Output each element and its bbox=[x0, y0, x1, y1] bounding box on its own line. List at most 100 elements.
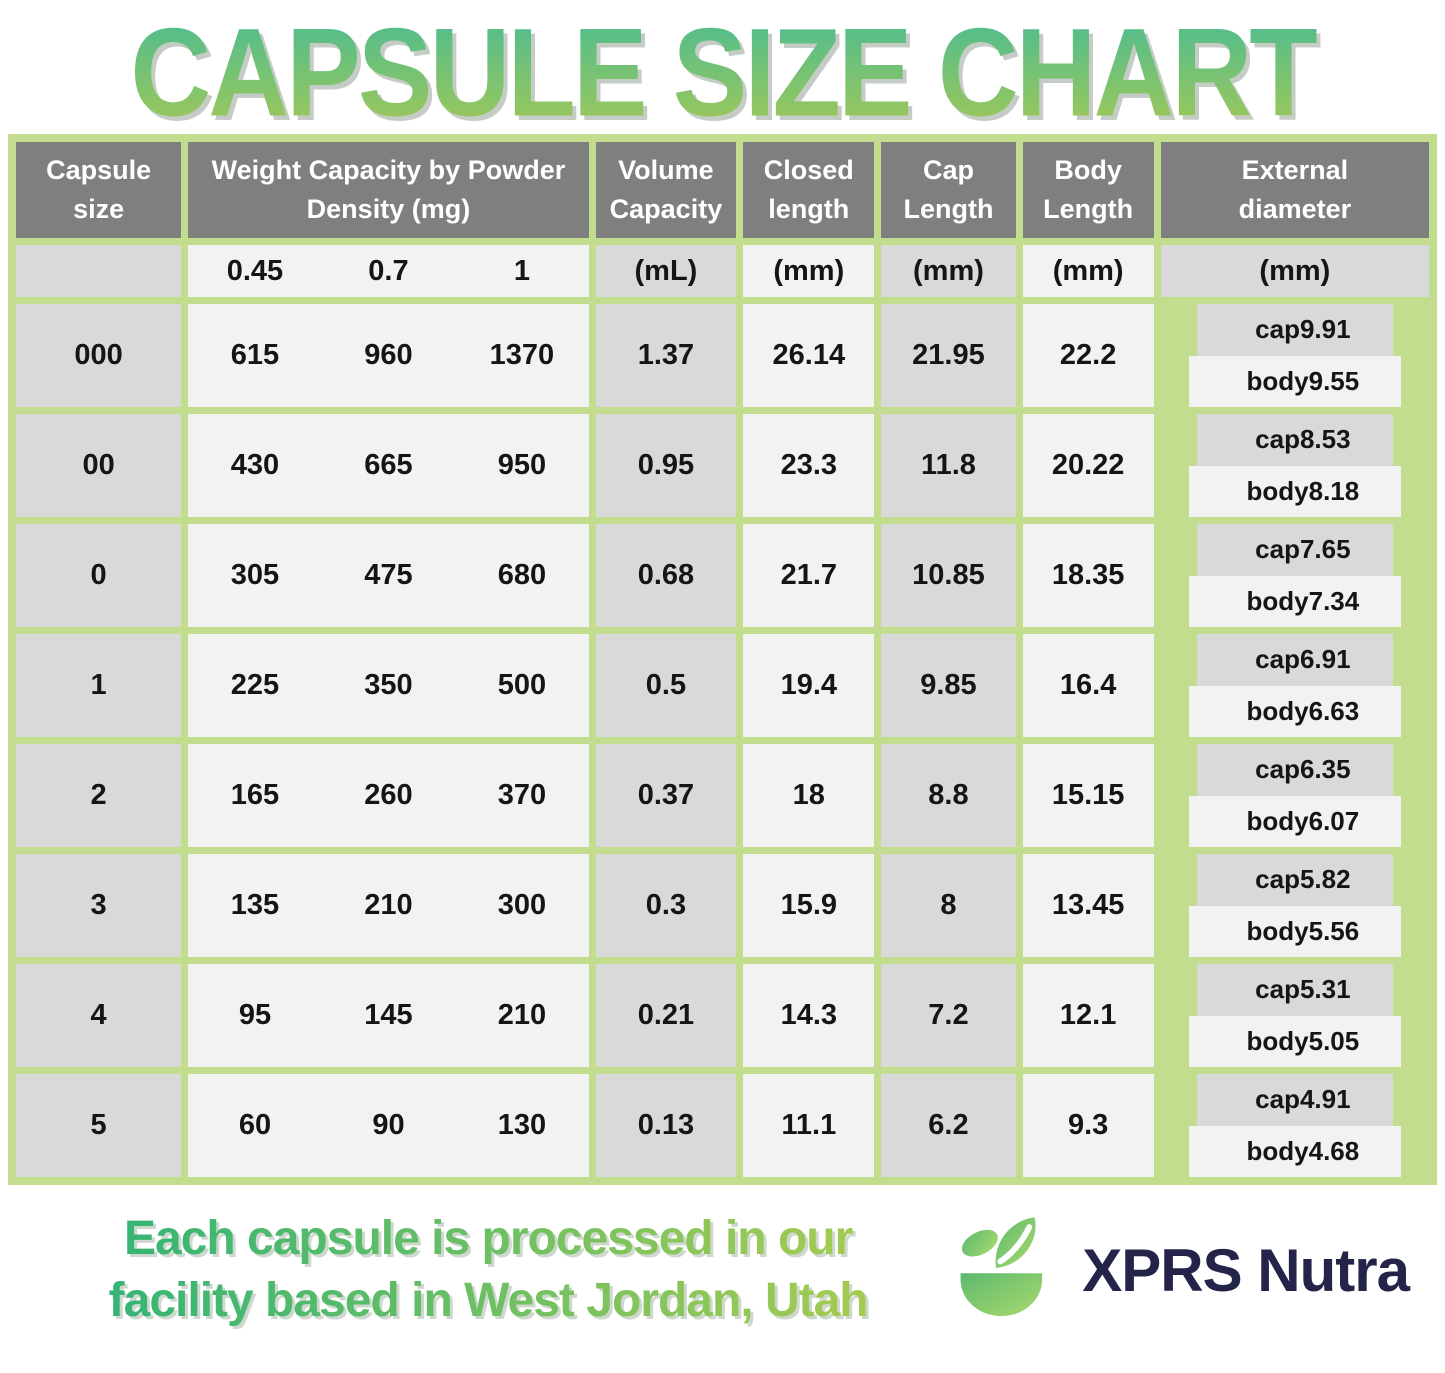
cell-weight-values: 615 960 1370 bbox=[188, 304, 589, 407]
header-weight-capacity: Weight Capacity by Powder Density (mg) bbox=[188, 142, 589, 238]
ext-body-row: body 5.56 bbox=[1188, 905, 1402, 957]
ext-body-value: 6.63 bbox=[1308, 695, 1360, 726]
cell-weight-values: 430 665 950 bbox=[188, 414, 589, 517]
weight-density-1: 210 bbox=[497, 999, 547, 1031]
weight-density-1: 1370 bbox=[489, 339, 555, 371]
tagline-line-2: facility based in West Jordan, Utah bbox=[108, 1274, 868, 1327]
ext-cap-value: 7.65 bbox=[1299, 534, 1351, 565]
ext-body-label: body bbox=[1246, 695, 1309, 726]
cell-volume-capacity: 1.37 bbox=[595, 304, 737, 407]
header-body-length: Body Length bbox=[1022, 142, 1154, 238]
subheader-capsule-size-empty bbox=[16, 245, 182, 297]
weight-density-045: 95 bbox=[238, 999, 272, 1031]
ext-body-label: body bbox=[1246, 805, 1309, 836]
cell-capsule-size: 2 bbox=[16, 744, 182, 847]
weight-density-1: 130 bbox=[497, 1109, 547, 1141]
weight-density-1: 680 bbox=[497, 559, 547, 591]
ext-body-row: body 8.18 bbox=[1188, 465, 1402, 517]
cell-closed-length: 23.3 bbox=[743, 414, 875, 517]
cell-cap-length: 6.2 bbox=[881, 1074, 1016, 1177]
header-cap-length-label: Cap Length bbox=[903, 154, 994, 224]
cell-closed-length: 21.7 bbox=[743, 524, 875, 627]
cell-external-diameter: cap 7.65 body 7.34 bbox=[1161, 524, 1429, 627]
subheader-volume-unit: (mL) bbox=[595, 245, 737, 297]
cell-external-diameter: cap 5.31 body 5.05 bbox=[1161, 964, 1429, 1067]
ext-body-value: 4.68 bbox=[1308, 1135, 1360, 1166]
weight-density-045: 60 bbox=[238, 1109, 272, 1141]
cell-capsule-size: 0 bbox=[16, 524, 182, 627]
cell-closed-length: 18 bbox=[743, 744, 875, 847]
brand-name: XPRS Nutra bbox=[1082, 1236, 1410, 1304]
ext-cap-label: cap bbox=[1255, 534, 1300, 565]
cell-weight-values: 225 350 500 bbox=[188, 634, 589, 737]
cell-capsule-size: 00 bbox=[16, 414, 182, 517]
cell-body-length: 16.4 bbox=[1022, 634, 1154, 737]
cell-cap-length: 8 bbox=[881, 854, 1016, 957]
subheader-body-unit: (mm) bbox=[1022, 245, 1154, 297]
cell-body-length: 13.45 bbox=[1022, 854, 1154, 957]
weight-density-1: 370 bbox=[497, 779, 547, 811]
ext-cap-row: cap 6.35 bbox=[1197, 744, 1393, 796]
header-capsule-size: Capsule size bbox=[16, 142, 182, 238]
cell-cap-length: 10.85 bbox=[881, 524, 1016, 627]
ext-cap-value: 5.82 bbox=[1299, 864, 1351, 895]
header-closed-length: Closed length bbox=[743, 142, 875, 238]
ext-cap-value: 6.35 bbox=[1299, 754, 1351, 785]
ext-cap-label: cap bbox=[1255, 314, 1300, 345]
page-title: CAPSULE SIZE CHART bbox=[0, 9, 1445, 135]
weight-density-1: 950 bbox=[497, 449, 547, 481]
ext-body-label: body bbox=[1246, 365, 1309, 396]
cell-closed-length: 14.3 bbox=[743, 964, 875, 1067]
subheader-external-unit: (mm) bbox=[1160, 245, 1429, 297]
cell-volume-capacity: 0.95 bbox=[595, 414, 737, 517]
weight-density-07: 960 bbox=[364, 339, 413, 371]
cell-external-diameter: cap 9.91 body 9.55 bbox=[1161, 304, 1429, 407]
cell-capsule-size: 4 bbox=[16, 964, 182, 1067]
cell-body-length: 18.35 bbox=[1022, 524, 1154, 627]
cell-capsule-size: 1 bbox=[16, 634, 182, 737]
ext-body-value: 5.56 bbox=[1308, 915, 1360, 946]
cell-volume-capacity: 0.5 bbox=[595, 634, 737, 737]
tagline-line-1: Each capsule is processed in our bbox=[123, 1211, 853, 1265]
cell-capsule-size: 000 bbox=[16, 304, 182, 407]
cell-capsule-size: 5 bbox=[16, 1074, 182, 1177]
subheader-cap-unit: (mm) bbox=[881, 245, 1016, 297]
cell-weight-values: 135 210 300 bbox=[188, 854, 589, 957]
ext-body-row: body 4.68 bbox=[1188, 1125, 1402, 1177]
weight-density-045: 430 bbox=[230, 449, 280, 481]
ext-body-value: 7.34 bbox=[1308, 585, 1360, 616]
cell-weight-values: 165 260 370 bbox=[188, 744, 589, 847]
ext-body-row: body 6.07 bbox=[1188, 795, 1402, 847]
header-weight-capacity-label: Weight Capacity by Powder Density (mg) bbox=[211, 154, 566, 224]
ext-body-row: body 9.55 bbox=[1188, 355, 1402, 407]
ext-cap-value: 8.53 bbox=[1299, 424, 1351, 455]
ext-cap-label: cap bbox=[1255, 754, 1300, 785]
weight-density-07: 350 bbox=[364, 669, 413, 701]
weight-density-07: 90 bbox=[372, 1109, 405, 1141]
ext-cap-row: cap 8.53 bbox=[1197, 414, 1393, 466]
ext-cap-row: cap 9.91 bbox=[1197, 304, 1393, 356]
weight-density-07: 145 bbox=[364, 999, 413, 1031]
ext-body-label: body bbox=[1246, 915, 1309, 946]
cell-volume-capacity: 0.37 bbox=[595, 744, 737, 847]
ext-cap-label: cap bbox=[1255, 424, 1300, 455]
ext-cap-row: cap 7.65 bbox=[1197, 524, 1393, 576]
left-leaf bbox=[962, 1229, 999, 1257]
cell-cap-length: 11.8 bbox=[881, 414, 1016, 517]
header-volume-capacity-label: Volume Capacity bbox=[609, 154, 723, 224]
header-capsule-size-label: Capsule size bbox=[46, 154, 152, 224]
header-external-diameter-label: External diameter bbox=[1238, 154, 1352, 224]
cell-body-length: 9.3 bbox=[1022, 1074, 1154, 1177]
weight-density-045: 225 bbox=[230, 669, 280, 701]
ext-cap-value: 4.91 bbox=[1299, 1084, 1351, 1115]
weight-density-1: 300 bbox=[497, 889, 547, 921]
density-07: 0.7 bbox=[368, 254, 409, 287]
ext-body-row: body 5.05 bbox=[1188, 1015, 1402, 1067]
cell-body-length: 20.22 bbox=[1022, 414, 1154, 517]
cell-external-diameter: cap 6.35 body 6.07 bbox=[1161, 744, 1429, 847]
ext-cap-value: 9.91 bbox=[1299, 314, 1351, 345]
ext-body-row: body 6.63 bbox=[1188, 685, 1402, 737]
cell-volume-capacity: 0.3 bbox=[595, 854, 737, 957]
cell-weight-values: 305 475 680 bbox=[188, 524, 589, 627]
cell-closed-length: 26.14 bbox=[743, 304, 875, 407]
